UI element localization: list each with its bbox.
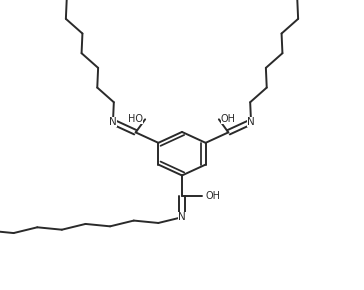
Text: N: N [109,117,117,127]
Text: N: N [178,212,186,222]
Text: N: N [247,117,255,127]
Text: OH: OH [206,191,221,201]
Text: OH: OH [221,114,236,124]
Text: HO: HO [128,114,143,124]
